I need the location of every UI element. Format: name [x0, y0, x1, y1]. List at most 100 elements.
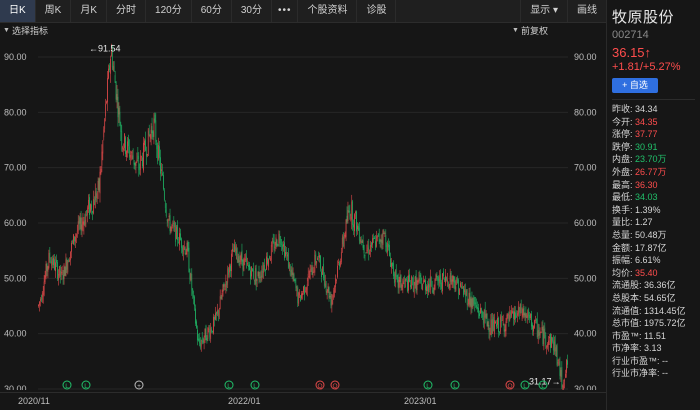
candlestick[interactable] — [266, 252, 267, 271]
candlestick[interactable] — [371, 241, 372, 253]
candlestick[interactable] — [560, 367, 562, 382]
candlestick[interactable] — [375, 235, 376, 251]
candlestick[interactable] — [103, 126, 105, 141]
candlestick[interactable] — [221, 289, 223, 301]
candlestick[interactable] — [285, 245, 286, 258]
candlestick[interactable] — [67, 259, 69, 275]
candlestick[interactable] — [464, 283, 466, 303]
candlestick[interactable] — [268, 258, 269, 271]
candlestick[interactable] — [416, 277, 418, 295]
candlestick[interactable] — [314, 250, 316, 276]
candlestick[interactable] — [242, 259, 244, 277]
candlestick[interactable] — [284, 236, 285, 261]
candlestick[interactable] — [43, 274, 45, 297]
candlestick[interactable] — [450, 270, 452, 285]
candlestick[interactable] — [118, 102, 120, 123]
candlestick[interactable] — [212, 330, 213, 334]
candlestick[interactable] — [78, 215, 80, 231]
candlestick[interactable] — [240, 251, 242, 265]
candlestick[interactable] — [61, 265, 63, 276]
candlestick[interactable] — [202, 337, 204, 344]
candlestick[interactable] — [141, 155, 142, 162]
candlestick[interactable] — [86, 209, 88, 217]
candlestick[interactable] — [481, 307, 482, 318]
candlestick[interactable] — [543, 325, 545, 351]
candlestick[interactable] — [477, 301, 478, 313]
candlestick[interactable] — [51, 256, 53, 271]
candlestick[interactable] — [160, 149, 161, 181]
candlestick[interactable] — [93, 196, 95, 206]
candlestick[interactable] — [379, 238, 381, 248]
candlestick[interactable] — [316, 260, 318, 269]
candlestick[interactable] — [469, 287, 471, 307]
candlestick[interactable] — [161, 162, 162, 177]
candlestick[interactable] — [424, 278, 425, 283]
candlestick[interactable] — [507, 312, 509, 319]
candlestick[interactable] — [269, 255, 271, 262]
candlestick[interactable] — [209, 324, 211, 341]
quarter-report-marker[interactable]: Q — [505, 380, 515, 390]
candlestick[interactable] — [130, 151, 132, 161]
candlestick[interactable] — [117, 88, 119, 127]
candlestick[interactable] — [348, 205, 350, 213]
candlestick[interactable] — [337, 260, 338, 279]
candlestick[interactable] — [253, 279, 255, 285]
candlestick[interactable] — [356, 210, 357, 237]
candlestick[interactable] — [485, 310, 487, 319]
candlestick[interactable] — [484, 301, 486, 324]
candlestick[interactable] — [400, 274, 402, 291]
tab-monthly-k[interactable]: 月K — [71, 0, 108, 22]
candlestick[interactable] — [552, 336, 553, 344]
candlestick[interactable] — [227, 265, 229, 289]
candlestick[interactable] — [80, 210, 82, 235]
candlestick[interactable] — [119, 105, 121, 127]
candlestick[interactable] — [418, 271, 420, 284]
candlestick[interactable] — [404, 275, 406, 289]
candlestick[interactable] — [158, 137, 159, 161]
candlestick[interactable] — [245, 253, 247, 262]
candlestick[interactable] — [46, 262, 48, 277]
candlestick[interactable] — [390, 252, 391, 267]
candlestick[interactable] — [145, 146, 147, 165]
candlestick[interactable] — [370, 240, 371, 258]
candlestick[interactable] — [523, 305, 525, 318]
candlestick[interactable] — [135, 161, 137, 174]
candlestick[interactable] — [76, 224, 78, 238]
candlestick[interactable] — [479, 310, 480, 319]
candlestick[interactable] — [372, 234, 373, 249]
candlestick[interactable] — [75, 233, 76, 248]
candlestick[interactable] — [381, 233, 383, 250]
candlestick[interactable] — [112, 61, 114, 72]
candlestick[interactable] — [270, 241, 272, 264]
more-icon[interactable]: ••• — [272, 0, 299, 22]
candlestick[interactable] — [261, 265, 263, 282]
candlestick[interactable] — [48, 249, 50, 270]
candlestick[interactable] — [200, 339, 202, 352]
candlestick[interactable] — [125, 135, 126, 157]
candlestick[interactable] — [234, 239, 235, 253]
candlestick[interactable] — [352, 199, 354, 231]
candlestick[interactable] — [58, 266, 60, 278]
candlestick[interactable] — [385, 229, 387, 252]
candlestick[interactable] — [432, 287, 434, 294]
candlestick[interactable] — [393, 271, 395, 287]
candlestick[interactable] — [551, 333, 552, 349]
candlestick[interactable] — [120, 121, 122, 141]
candlestick[interactable] — [447, 281, 449, 289]
candlestick[interactable] — [419, 270, 421, 284]
candlestick[interactable] — [301, 291, 302, 300]
candlestick[interactable] — [378, 228, 380, 245]
candlestick[interactable] — [492, 313, 494, 335]
candlestick[interactable] — [387, 240, 389, 257]
candlestick[interactable] — [421, 277, 423, 290]
candlestick[interactable] — [534, 319, 535, 329]
candlestick[interactable] — [206, 335, 208, 344]
candlestick[interactable] — [163, 171, 164, 191]
candlestick[interactable] — [309, 264, 311, 280]
candlestick[interactable] — [54, 254, 55, 271]
candlestick[interactable] — [176, 224, 177, 240]
candlestick[interactable] — [329, 291, 331, 299]
candlestick[interactable] — [204, 328, 206, 344]
candlestick[interactable] — [382, 229, 384, 250]
candlestick[interactable] — [342, 232, 344, 248]
